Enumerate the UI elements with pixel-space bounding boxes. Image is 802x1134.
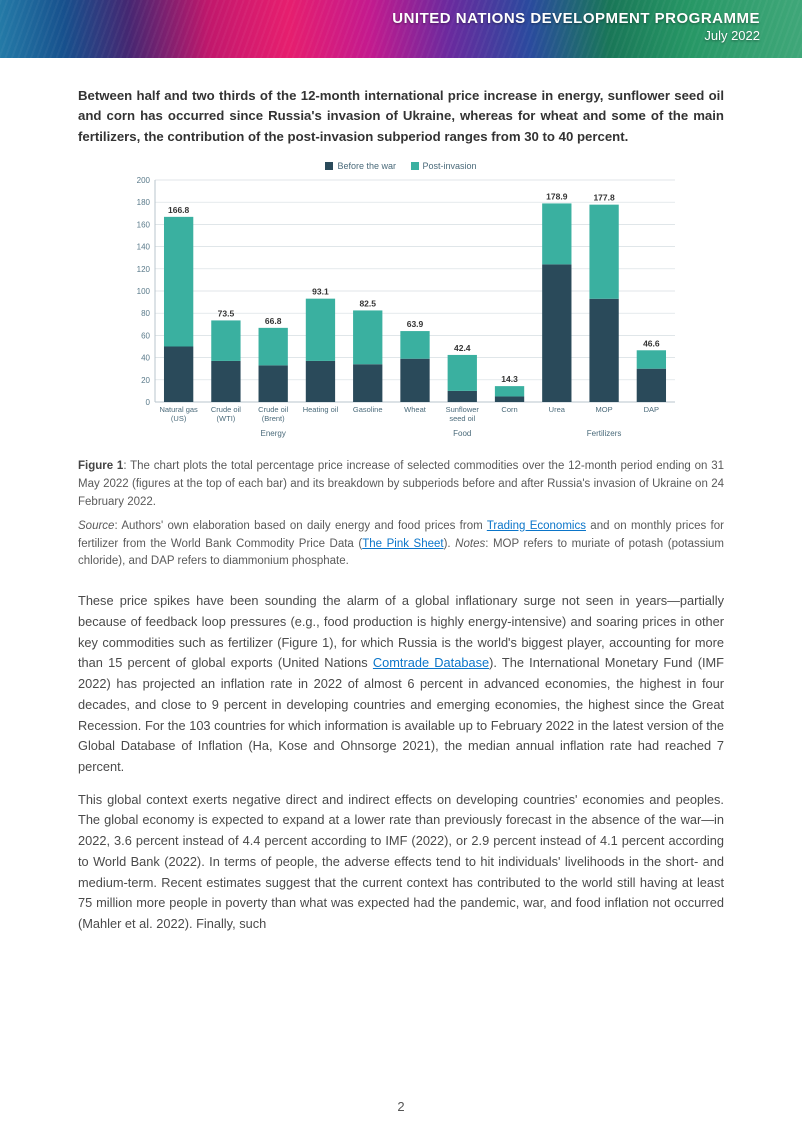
svg-text:seed oil: seed oil [449, 414, 475, 423]
svg-text:Corn: Corn [501, 405, 517, 414]
figure-1-chart: Before the war Post-invasion 0 20 40 60 80 10… [78, 161, 724, 444]
svg-text:178.9: 178.9 [546, 192, 568, 202]
body-paragraph-2: This global context exerts negative dire… [78, 790, 724, 935]
figure-caption-text: : The chart plots the total percentage p… [78, 460, 724, 508]
link-pink-sheet[interactable]: The Pink Sheet [362, 538, 443, 550]
svg-text:166.8: 166.8 [168, 205, 190, 215]
svg-text:0: 0 [146, 398, 151, 407]
svg-text:MOP: MOP [596, 405, 613, 414]
legend-swatch-post [411, 162, 419, 170]
svg-text:140: 140 [137, 243, 151, 252]
svg-text:Crude oil: Crude oil [211, 405, 241, 414]
svg-text:80: 80 [141, 310, 150, 319]
svg-text:200: 200 [137, 176, 151, 185]
svg-text:73.5: 73.5 [218, 309, 235, 319]
svg-text:Wheat: Wheat [404, 405, 427, 414]
svg-text:180: 180 [137, 199, 151, 208]
source-part3: ). [444, 538, 456, 550]
page-number: 2 [0, 1099, 802, 1114]
header-banner: UNITED NATIONS DEVELOPMENT PROGRAMME Jul… [0, 0, 802, 58]
chart-legend: Before the war Post-invasion [78, 161, 724, 172]
header-text-block: UNITED NATIONS DEVELOPMENT PROGRAMME Jul… [392, 10, 760, 43]
svg-text:Natural gas: Natural gas [159, 405, 198, 414]
svg-text:60: 60 [141, 332, 150, 341]
figure-caption: Figure 1: The chart plots the total perc… [78, 458, 724, 511]
legend-item-post: Post-invasion [411, 161, 477, 171]
lead-paragraph: Between half and two thirds of the 12-mo… [78, 86, 724, 147]
figure-label: Figure 1 [78, 460, 123, 472]
source-part1: : Authors' own elaboration based on dail… [114, 520, 486, 532]
chart-svg: 0 20 40 60 80 100 120 140 160 180 200 166.8 Natural … [121, 174, 681, 444]
svg-text:DAP: DAP [644, 405, 659, 414]
svg-text:Food: Food [453, 429, 471, 438]
svg-text:63.9: 63.9 [407, 319, 424, 329]
header-title: UNITED NATIONS DEVELOPMENT PROGRAMME [392, 10, 760, 27]
svg-text:(WTI): (WTI) [217, 414, 236, 423]
header-date: July 2022 [392, 28, 760, 43]
body-p1-b: ). The International Monetary Fund (IMF … [78, 655, 724, 774]
svg-text:20: 20 [141, 376, 150, 385]
legend-item-before: Before the war [325, 161, 396, 171]
source-label: Source [78, 520, 114, 532]
svg-text:Gasoline: Gasoline [353, 405, 383, 414]
notes-label: Notes [455, 538, 485, 550]
svg-text:Crude oil: Crude oil [258, 405, 288, 414]
link-comtrade[interactable]: Comtrade Database [373, 655, 489, 670]
svg-text:160: 160 [137, 221, 151, 230]
body-paragraph-1: These price spikes have been sounding th… [78, 591, 724, 777]
legend-swatch-before [325, 162, 333, 170]
svg-text:120: 120 [137, 265, 151, 274]
svg-text:100: 100 [137, 287, 151, 296]
source-caption: Source: Authors' own elaboration based o… [78, 518, 724, 571]
svg-text:40: 40 [141, 354, 150, 363]
svg-text:177.8: 177.8 [593, 193, 615, 203]
svg-text:14.3: 14.3 [501, 374, 518, 384]
svg-text:46.6: 46.6 [643, 339, 660, 349]
svg-text:Energy: Energy [261, 429, 286, 438]
link-trading-economics[interactable]: Trading Economics [487, 520, 586, 532]
page-content: Between half and two thirds of the 12-mo… [0, 58, 802, 935]
svg-text:82.5: 82.5 [359, 299, 376, 309]
legend-label-before: Before the war [337, 161, 396, 171]
svg-text:Urea: Urea [549, 405, 566, 414]
legend-label-post: Post-invasion [423, 161, 477, 171]
svg-text:66.8: 66.8 [265, 316, 282, 326]
svg-text:42.4: 42.4 [454, 343, 471, 353]
svg-text:Fertilizers: Fertilizers [587, 429, 622, 438]
svg-text:Heating oil: Heating oil [303, 405, 339, 414]
svg-text:93.1: 93.1 [312, 287, 329, 297]
svg-text:(Brent): (Brent) [262, 414, 285, 423]
svg-text:Sunflower: Sunflower [446, 405, 480, 414]
svg-text:(US): (US) [171, 414, 187, 423]
